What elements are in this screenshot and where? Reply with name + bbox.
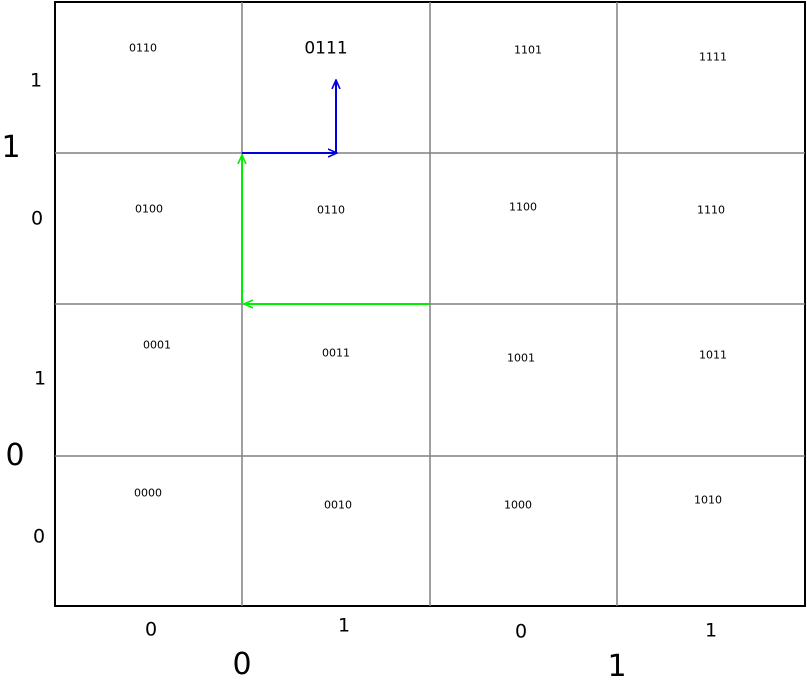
row-bit-label: 1 (33, 367, 47, 390)
cell-code: 0011 (322, 346, 350, 360)
cell-code: 1111 (699, 50, 727, 64)
cell-code: 1101 (514, 43, 542, 57)
col-bit-label: 1 (704, 619, 718, 642)
row-bit-label: 1 (29, 69, 43, 92)
cell-code: 0100 (135, 202, 163, 216)
col-bit-label: 0 (514, 620, 528, 643)
row-group-label: 1 (1, 130, 21, 165)
cell-code-highlighted: 0111 (304, 38, 348, 59)
row-bit-label: 0 (30, 207, 44, 230)
cell-code: 1010 (694, 493, 722, 507)
cell-code: 1110 (697, 203, 725, 217)
col-group-label: 1 (607, 649, 627, 684)
cell-code: 0110 (317, 203, 345, 217)
cell-code: 1001 (507, 351, 535, 365)
col-group-label: 0 (232, 647, 252, 682)
cell-code: 0010 (324, 498, 352, 512)
cell-code: 0000 (134, 486, 162, 500)
cell-code: 1011 (699, 348, 727, 362)
col-bit-label: 0 (144, 618, 158, 641)
col-bit-label: 1 (337, 614, 351, 637)
row-group-label: 0 (5, 438, 25, 473)
cell-code: 1000 (504, 498, 532, 512)
row-bit-label: 0 (32, 525, 46, 548)
cell-code: 0110 (129, 41, 157, 55)
cell-code: 1100 (509, 200, 537, 214)
cell-code: 0001 (143, 338, 171, 352)
